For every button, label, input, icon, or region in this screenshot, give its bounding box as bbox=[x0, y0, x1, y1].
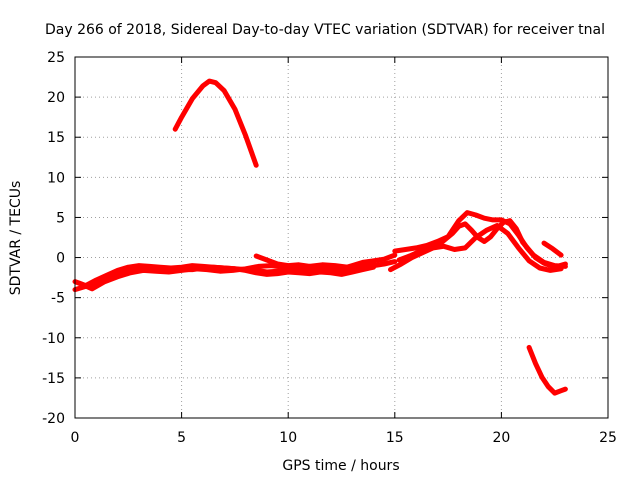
x-tick-label: 10 bbox=[279, 430, 297, 446]
x-axis-label: GPS time / hours bbox=[282, 458, 399, 474]
y-tick-label: 0 bbox=[56, 251, 65, 267]
series-arc-9 bbox=[541, 240, 564, 258]
y-tick-label: 20 bbox=[47, 90, 65, 106]
series-arc-2 bbox=[72, 263, 376, 289]
series-arc-3 bbox=[76, 259, 376, 292]
series-arc-8 bbox=[396, 218, 568, 269]
series-arc-4 bbox=[253, 252, 398, 273]
ticks: 0 5 10 15 20 25 -20 -15 -10 -5 0 5 10 15 20 25 bbox=[42, 50, 617, 446]
x-tick-label: 15 bbox=[386, 430, 404, 446]
series-arc-5 bbox=[172, 78, 259, 168]
series-arc-10 bbox=[526, 344, 568, 396]
plot-frame bbox=[74, 56, 609, 419]
y-axis-label: SDTVAR / TECUs bbox=[8, 181, 24, 296]
y-tick-label: -15 bbox=[42, 371, 65, 387]
y-tick-label: 10 bbox=[47, 170, 65, 186]
y-tick-label: 25 bbox=[47, 50, 65, 66]
chart-title: Day 266 of 2018, Sidereal Day-to-day VTE… bbox=[45, 22, 605, 38]
y-tick-label: -10 bbox=[42, 331, 65, 347]
grid bbox=[75, 57, 608, 418]
x-tick-label: 0 bbox=[71, 430, 80, 446]
y-tick-label: 5 bbox=[56, 210, 65, 226]
y-tick-label: -5 bbox=[51, 291, 65, 307]
series-group bbox=[72, 78, 568, 396]
x-tick-label: 25 bbox=[599, 430, 617, 446]
y-tick-label: -20 bbox=[42, 411, 65, 427]
y-tick-label: 15 bbox=[47, 130, 65, 146]
x-tick-label: 5 bbox=[177, 430, 186, 446]
x-tick-label: 20 bbox=[492, 430, 510, 446]
